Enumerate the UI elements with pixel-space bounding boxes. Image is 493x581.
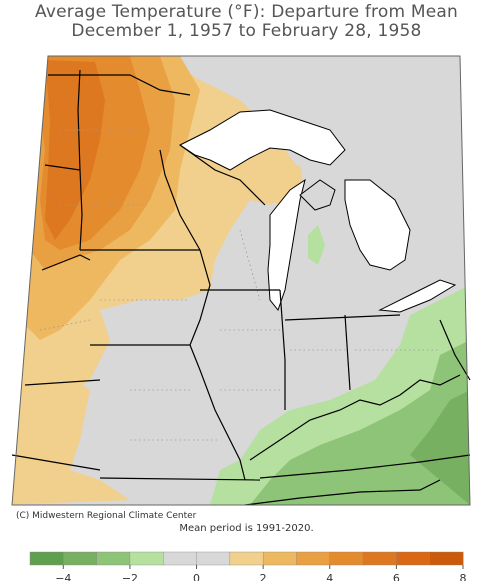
state-borders xyxy=(11,69,471,506)
map-title-line2: December 1, 1957 to February 28, 1958 xyxy=(71,21,422,41)
legend-bin xyxy=(329,551,364,566)
lake-michigan xyxy=(267,178,306,312)
legend-bin xyxy=(29,551,64,566)
border-ks-ok xyxy=(11,454,101,471)
legend-bin xyxy=(163,551,198,566)
legend-bin xyxy=(429,551,464,566)
border-mo-il xyxy=(189,344,246,481)
grid-dotted xyxy=(39,129,440,441)
legend-bin xyxy=(196,551,231,566)
warm-light-lower-west xyxy=(12,370,130,505)
border-wi-mi xyxy=(179,144,266,206)
border-ne-ks xyxy=(24,379,101,386)
legend-tick-label: −4 xyxy=(55,572,71,581)
border-wv-va xyxy=(439,319,471,381)
warm-strongest xyxy=(45,60,105,240)
border-ohio-river xyxy=(249,374,461,461)
legend-bin xyxy=(396,551,431,566)
border-sd-ne xyxy=(41,254,91,271)
border-nd-sd xyxy=(44,164,81,171)
legend-bin xyxy=(63,551,98,566)
legend-bin xyxy=(129,551,164,566)
legend-tick-label: 4 xyxy=(326,572,333,581)
cool-southeast-mid xyxy=(250,340,470,505)
legend-bin xyxy=(229,551,264,566)
legend-bin xyxy=(362,551,397,566)
border-ky-tn xyxy=(259,454,471,479)
legend-ticks: −4 −2 0 2 4 6 8 xyxy=(55,565,467,581)
lake-michigan-east-shore xyxy=(299,179,336,211)
legend-bin xyxy=(96,551,131,566)
mean-period-note: Mean period is 1991-2020. xyxy=(179,523,314,534)
cool-southeast-strong xyxy=(410,390,470,505)
lake-huron xyxy=(344,179,411,271)
legend-bin xyxy=(262,551,297,566)
border-in-oh xyxy=(344,314,351,391)
border-mn-wi xyxy=(159,149,201,251)
legend-tick-label: 6 xyxy=(393,572,400,581)
border-ia-il xyxy=(189,249,211,346)
border-il-in xyxy=(279,289,286,410)
border-mn-canada xyxy=(48,74,191,96)
legend-tick-label: 8 xyxy=(460,572,467,581)
great-lakes xyxy=(179,109,457,313)
border-tn-south xyxy=(244,479,441,506)
legend-bin xyxy=(296,551,331,566)
border-mi-oh xyxy=(284,314,401,321)
cool-michigan-patch xyxy=(308,225,325,265)
map-frame xyxy=(11,55,471,506)
legend-tick-label: 2 xyxy=(260,572,267,581)
legend-tick-label: −2 xyxy=(122,572,138,581)
legend-bins xyxy=(29,551,464,566)
border-mo-ar xyxy=(99,477,261,481)
legend-tick-label: 0 xyxy=(193,572,200,581)
credit-text: (C) Midwestern Regional Climate Center xyxy=(16,511,197,521)
map-title-line1: Average Temperature (°F): Departure from… xyxy=(35,2,458,22)
lake-erie xyxy=(378,279,457,313)
lake-superior xyxy=(179,109,346,171)
